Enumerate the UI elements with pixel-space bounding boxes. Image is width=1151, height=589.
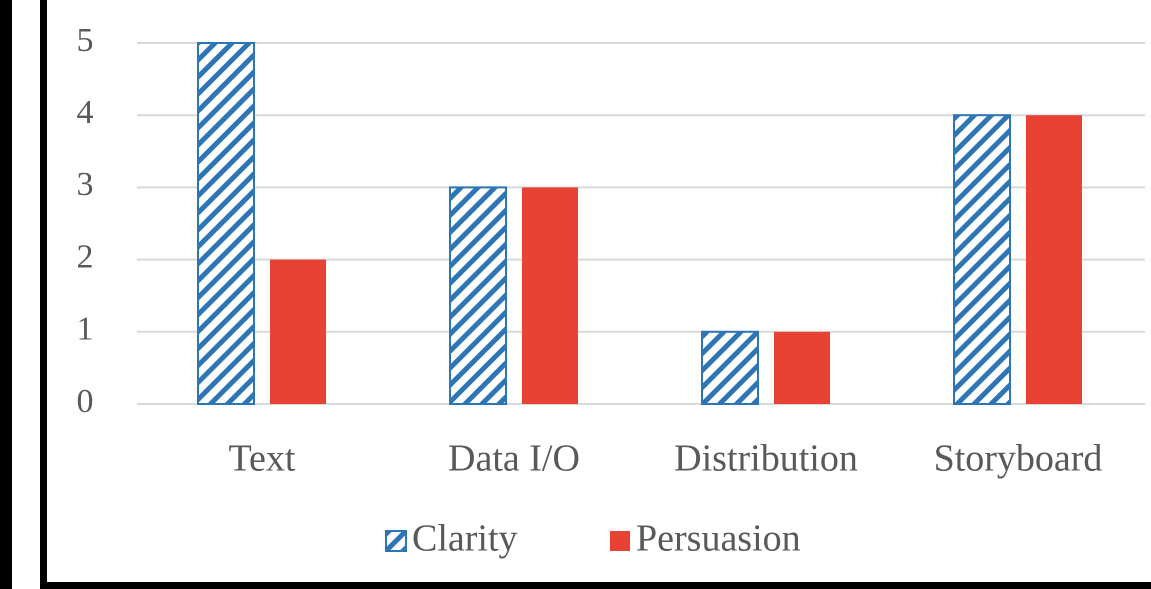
bar — [701, 330, 759, 405]
bar — [197, 42, 255, 405]
legend-swatch — [385, 530, 407, 552]
y-tick-label: 3 — [77, 166, 94, 203]
x-tick-label: Data I/O — [448, 438, 580, 480]
x-tick-label: Text — [229, 438, 296, 480]
x-tick-label: Distribution — [674, 438, 858, 480]
legend-swatch — [610, 531, 630, 551]
y-tick-label: 1 — [77, 311, 94, 348]
bar — [1026, 115, 1082, 404]
legend-label: Clarity — [412, 518, 518, 560]
bar — [522, 187, 578, 404]
x-tick-label: Storyboard — [934, 438, 1103, 480]
margin — [12, 0, 40, 589]
bar — [270, 259, 326, 404]
y-tick-label: 0 — [77, 383, 94, 420]
bar — [449, 186, 507, 405]
y-tick-label: 2 — [77, 238, 94, 275]
bar — [953, 114, 1011, 405]
y-tick-label: 4 — [77, 94, 94, 131]
bar — [774, 331, 830, 404]
y-tick-label: 5 — [77, 22, 94, 59]
legend-label: Persuasion — [636, 518, 801, 560]
